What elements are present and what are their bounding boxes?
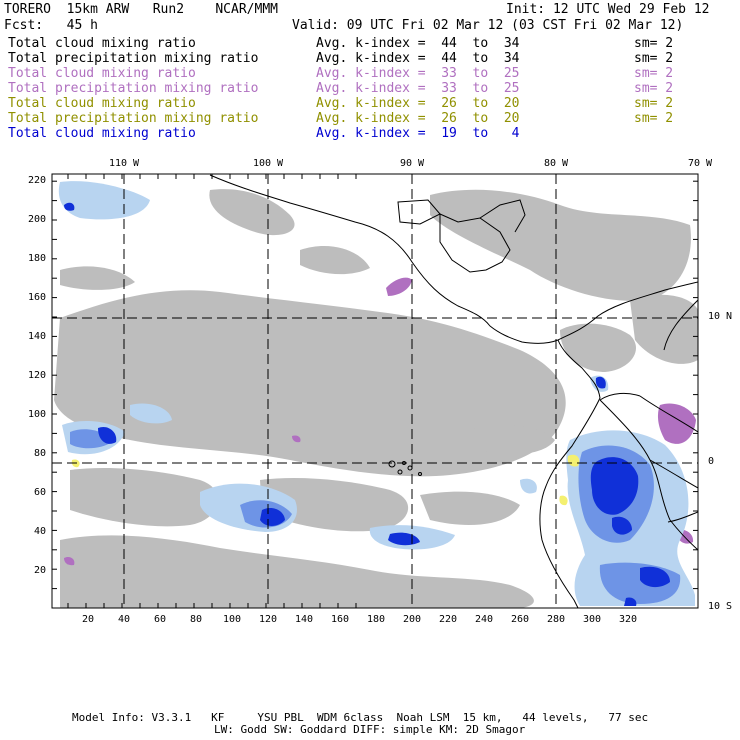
bottom-grid-index-label: 80	[189, 614, 203, 625]
left-grid-index-label: 60	[33, 487, 46, 498]
forecast-value: 45 h	[66, 18, 98, 33]
legend-kindex-range: Avg. k-index = 44 to 34	[316, 51, 520, 66]
header-row-1: TORERO 15km ARW Run2 NCAR/MMM	[4, 2, 278, 17]
bottom-grid-index-label: 200	[402, 614, 422, 625]
legend-smoothing: sm= 2	[634, 51, 674, 66]
bottom-grid-index-label: 260	[510, 614, 530, 625]
legend-kindex-range: Avg. k-index = 33 to 25	[316, 66, 520, 81]
top-longitude-label: 100 W	[252, 158, 284, 169]
bottom-grid-index-label: 20	[81, 614, 95, 625]
physics-info-line: LW: Godd SW: Goddard DIFF: simple KM: 2D…	[214, 723, 526, 736]
bottom-grid-index-label: 160	[330, 614, 350, 625]
left-grid-index-label: 100	[27, 409, 46, 420]
legend-kindex-range: Avg. k-index = 19 to 4	[316, 126, 520, 141]
top-longitude-label: 70 W	[687, 158, 713, 169]
bottom-grid-index-label: 180	[366, 614, 386, 625]
legend-field-name: Total cloud mixing ratio	[8, 96, 196, 111]
left-grid-index-label: 140	[27, 331, 46, 342]
bottom-grid-index-label: 40	[117, 614, 131, 625]
forecast-label: Fcst:	[4, 18, 44, 33]
valid-time: Valid: 09 UTC Fri 02 Mar 12 (03 CST Fri …	[292, 18, 684, 33]
left-grid-index-label: 180	[27, 253, 46, 264]
forecast-hour: Fcst: 45 h	[4, 18, 98, 33]
legend-field-name: Total precipitation mixing ratio	[8, 51, 259, 66]
bottom-grid-index-label: 220	[438, 614, 458, 625]
legend-kindex-range: Avg. k-index = 33 to 25	[316, 81, 520, 96]
legend-kindex-range: Avg. k-index = 44 to 34	[316, 36, 520, 51]
legend-kindex-range: Avg. k-index = 26 to 20	[316, 96, 520, 111]
legend-kindex-range: Avg. k-index = 26 to 20	[316, 111, 520, 126]
model-resolution: 15km ARW	[66, 2, 130, 17]
right-latitude-label: 10 S	[708, 601, 733, 612]
top-longitude-label: 110 W	[108, 158, 140, 169]
bottom-grid-index-label: 280	[546, 614, 566, 625]
lat-lon-grid	[52, 174, 698, 608]
legend-smoothing: sm= 2	[634, 66, 674, 81]
bottom-grid-index-label: 100	[222, 614, 242, 625]
axis-ticks	[52, 174, 698, 609]
legend-smoothing: sm= 2	[634, 111, 674, 126]
bottom-grid-index-label: 60	[153, 614, 167, 625]
legend-smoothing: sm= 2	[634, 36, 674, 51]
bottom-grid-index-label: 240	[474, 614, 494, 625]
model-run: Run2	[152, 2, 185, 17]
left-grid-index-label: 120	[27, 370, 46, 381]
model-name: TORERO	[4, 2, 51, 17]
legend-smoothing: sm= 2	[634, 81, 674, 96]
legend-field-name: Total cloud mixing ratio	[8, 126, 196, 141]
right-latitude-label: 0	[708, 456, 715, 467]
legend-field-name: Total precipitation mixing ratio	[8, 111, 259, 126]
legend-field-name: Total cloud mixing ratio	[8, 66, 196, 81]
init-time: Init: 12 UTC Wed 29 Feb 12	[506, 2, 710, 17]
top-longitude-label: 90 W	[399, 158, 425, 169]
left-grid-index-label: 220	[27, 175, 46, 186]
bottom-grid-index-label: 300	[582, 614, 602, 625]
model-info-line: Model Info: V3.3.1 KF YSU PBL WDM 6class…	[72, 711, 649, 724]
left-grid-index-label: 80	[33, 448, 46, 459]
bottom-grid-index-label: 320	[618, 614, 638, 625]
model-org: NCAR/MMM	[215, 2, 278, 17]
left-grid-index-label: 40	[33, 526, 46, 537]
legend-field-name: Total cloud mixing ratio	[8, 36, 196, 51]
legend-smoothing: sm= 2	[634, 96, 674, 111]
cloud-field-gray	[54, 189, 698, 608]
plot-frame	[51, 173, 699, 609]
legend-field-name: Total precipitation mixing ratio	[8, 81, 259, 96]
left-grid-index-label: 20	[33, 565, 46, 576]
bottom-grid-index-label: 140	[294, 614, 314, 625]
bottom-grid-index-label: 120	[258, 614, 278, 625]
left-grid-index-label: 200	[27, 214, 46, 225]
left-grid-index-label: 160	[27, 292, 46, 303]
right-latitude-label: 10 N	[708, 311, 733, 322]
top-longitude-label: 80 W	[543, 158, 569, 169]
